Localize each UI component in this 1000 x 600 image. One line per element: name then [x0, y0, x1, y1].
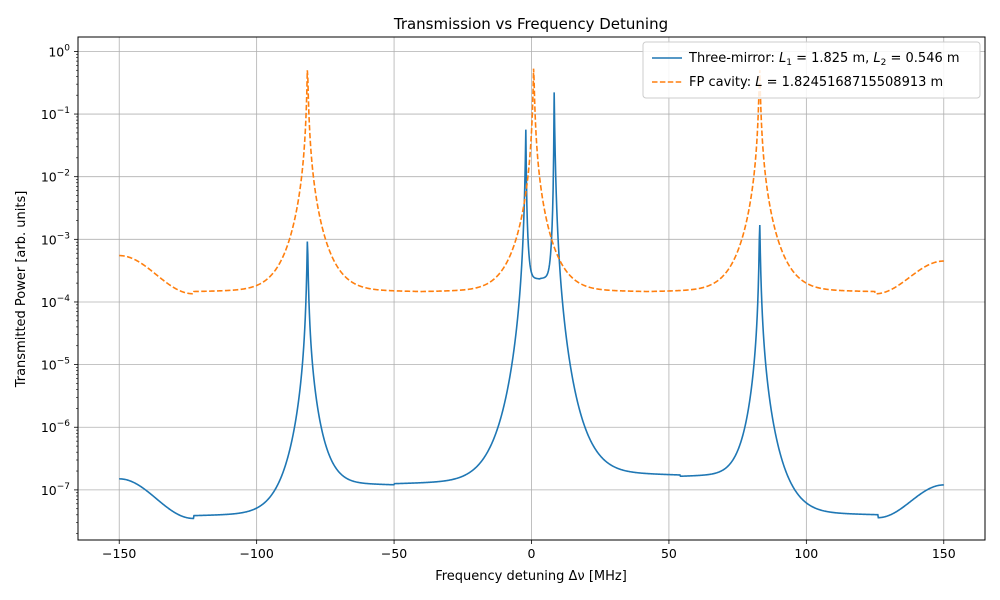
x-tick-label: 100 [794, 546, 818, 561]
plot-series [119, 68, 944, 520]
legend-label-fp-cavity: FP cavity: L = 1.8245168715508913 m [689, 75, 943, 90]
series-line-fp-cavity [119, 68, 944, 295]
series-line-three-mirror [119, 92, 944, 520]
y-tick-label: 10−7 [41, 482, 70, 498]
legend: Three-mirror: L1 = 1.825 m, L2 = 0.546 m… [642, 41, 981, 99]
grid [78, 37, 985, 540]
y-tick-label: 10−6 [41, 419, 70, 435]
x-tick-label: −100 [239, 546, 273, 561]
y-tick-label: 10−3 [41, 231, 70, 247]
x-tick-label: 0 [528, 546, 536, 561]
legend-box [642, 41, 981, 99]
y-tick-label: 10−4 [41, 294, 70, 310]
x-tick-label: 150 [932, 546, 956, 561]
y-tick-label: 10−5 [41, 357, 70, 373]
axes: −150 −100 −50 0 50 100 150 10−7 10−6 10−5 10−4 10−3… [41, 43, 956, 561]
y-tick-label: 100 [48, 43, 70, 59]
y-axis-title: Transmitted Power [arb. units] [14, 191, 29, 389]
x-axis-title: Frequency detuning Δν [MHz] [435, 569, 627, 584]
legend-label-three-mirror: Three-mirror: L1 = 1.825 m, L2 = 0.546 m [688, 51, 960, 68]
y-tick-label: 10−2 [41, 169, 70, 185]
x-tick-label: 50 [661, 546, 677, 561]
x-tick-label: −150 [102, 546, 136, 561]
x-tick-label: −50 [381, 546, 407, 561]
y-tick-label: 10−1 [41, 106, 70, 122]
chart-title: Transmission vs Frequency Detuning [393, 15, 668, 33]
